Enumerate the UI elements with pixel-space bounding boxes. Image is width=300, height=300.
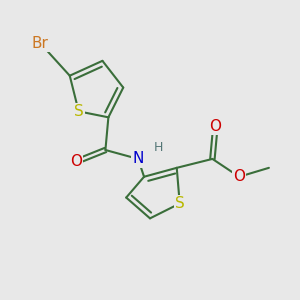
- Text: H: H: [154, 140, 164, 154]
- Text: S: S: [74, 104, 83, 119]
- Text: N: N: [132, 152, 144, 166]
- Text: O: O: [209, 119, 221, 134]
- Text: O: O: [70, 154, 82, 169]
- Text: S: S: [175, 196, 184, 211]
- Text: Br: Br: [32, 35, 49, 50]
- Text: O: O: [233, 169, 245, 184]
